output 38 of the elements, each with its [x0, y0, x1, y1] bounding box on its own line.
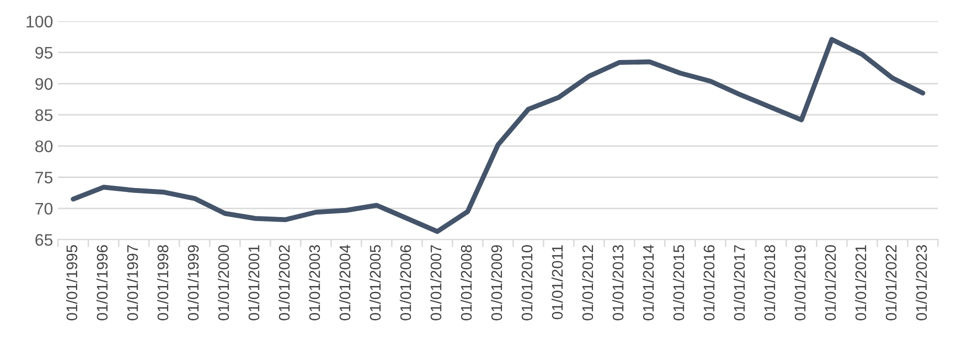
x-tick-label: 01/01/2010: [521, 245, 532, 320]
y-tick-label: 65: [35, 234, 52, 246]
x-tick-label: 01/01/2005: [370, 245, 381, 320]
x-tick-label: 01/01/2018: [764, 245, 776, 320]
x-tick-label: 01/01/2023: [916, 245, 927, 320]
y-tick-label: 85: [35, 109, 52, 122]
x-tick-label: 01/01/2013: [612, 245, 624, 320]
x-tick-label: 01/01/2019: [794, 245, 806, 320]
x-tick-label: 01/01/1998: [157, 245, 168, 320]
x-tick-label: 01/01/2012: [582, 245, 594, 320]
x-tick-label: 01/01/2004: [339, 244, 350, 320]
y-tick-label: 70: [35, 202, 53, 215]
x-tick-label: 01/01/2015: [672, 245, 684, 320]
x-tick-label: 01/01/2011: [552, 245, 563, 320]
y-tick-label: 100: [26, 16, 53, 28]
y-tick-label: 90: [35, 78, 53, 90]
x-tick-label: 01/01/2014: [642, 244, 654, 320]
x-tick-label: 01/01/2006: [400, 245, 412, 320]
x-tick-label: 01/01/1999: [187, 245, 199, 320]
y-tick-label: 80: [35, 140, 53, 152]
x-tick-label: 01/01/2017: [734, 245, 745, 320]
x-tick-label: 01/01/2007: [430, 245, 442, 320]
x-tick-label: 01/01/2020: [824, 245, 836, 320]
y-tick-label: 95: [35, 46, 52, 59]
x-tick-label: 01/01/1997: [126, 245, 138, 320]
x-tick-label: 01/01/2009: [490, 245, 502, 320]
x-tick-label: 01/01/2003: [308, 245, 320, 320]
y-tick-label: 75: [35, 172, 52, 184]
x-tick-label: 01/01/1995: [66, 245, 78, 320]
x-tick-label: 01/01/2001: [248, 245, 260, 320]
x-tick-label: 01/01/2002: [278, 245, 290, 320]
x-tick-label: 01/01/2022: [885, 245, 897, 320]
x-tick-label: 01/01/2021: [855, 245, 866, 320]
x-tick-label: 01/01/1996: [96, 245, 108, 320]
x-tick-label: 01/01/2008: [460, 245, 472, 320]
x-tick-label: 01/01/2000: [218, 245, 230, 320]
line-series: [70, 36, 926, 234]
x-tick-label: 01/01/2016: [703, 245, 715, 320]
